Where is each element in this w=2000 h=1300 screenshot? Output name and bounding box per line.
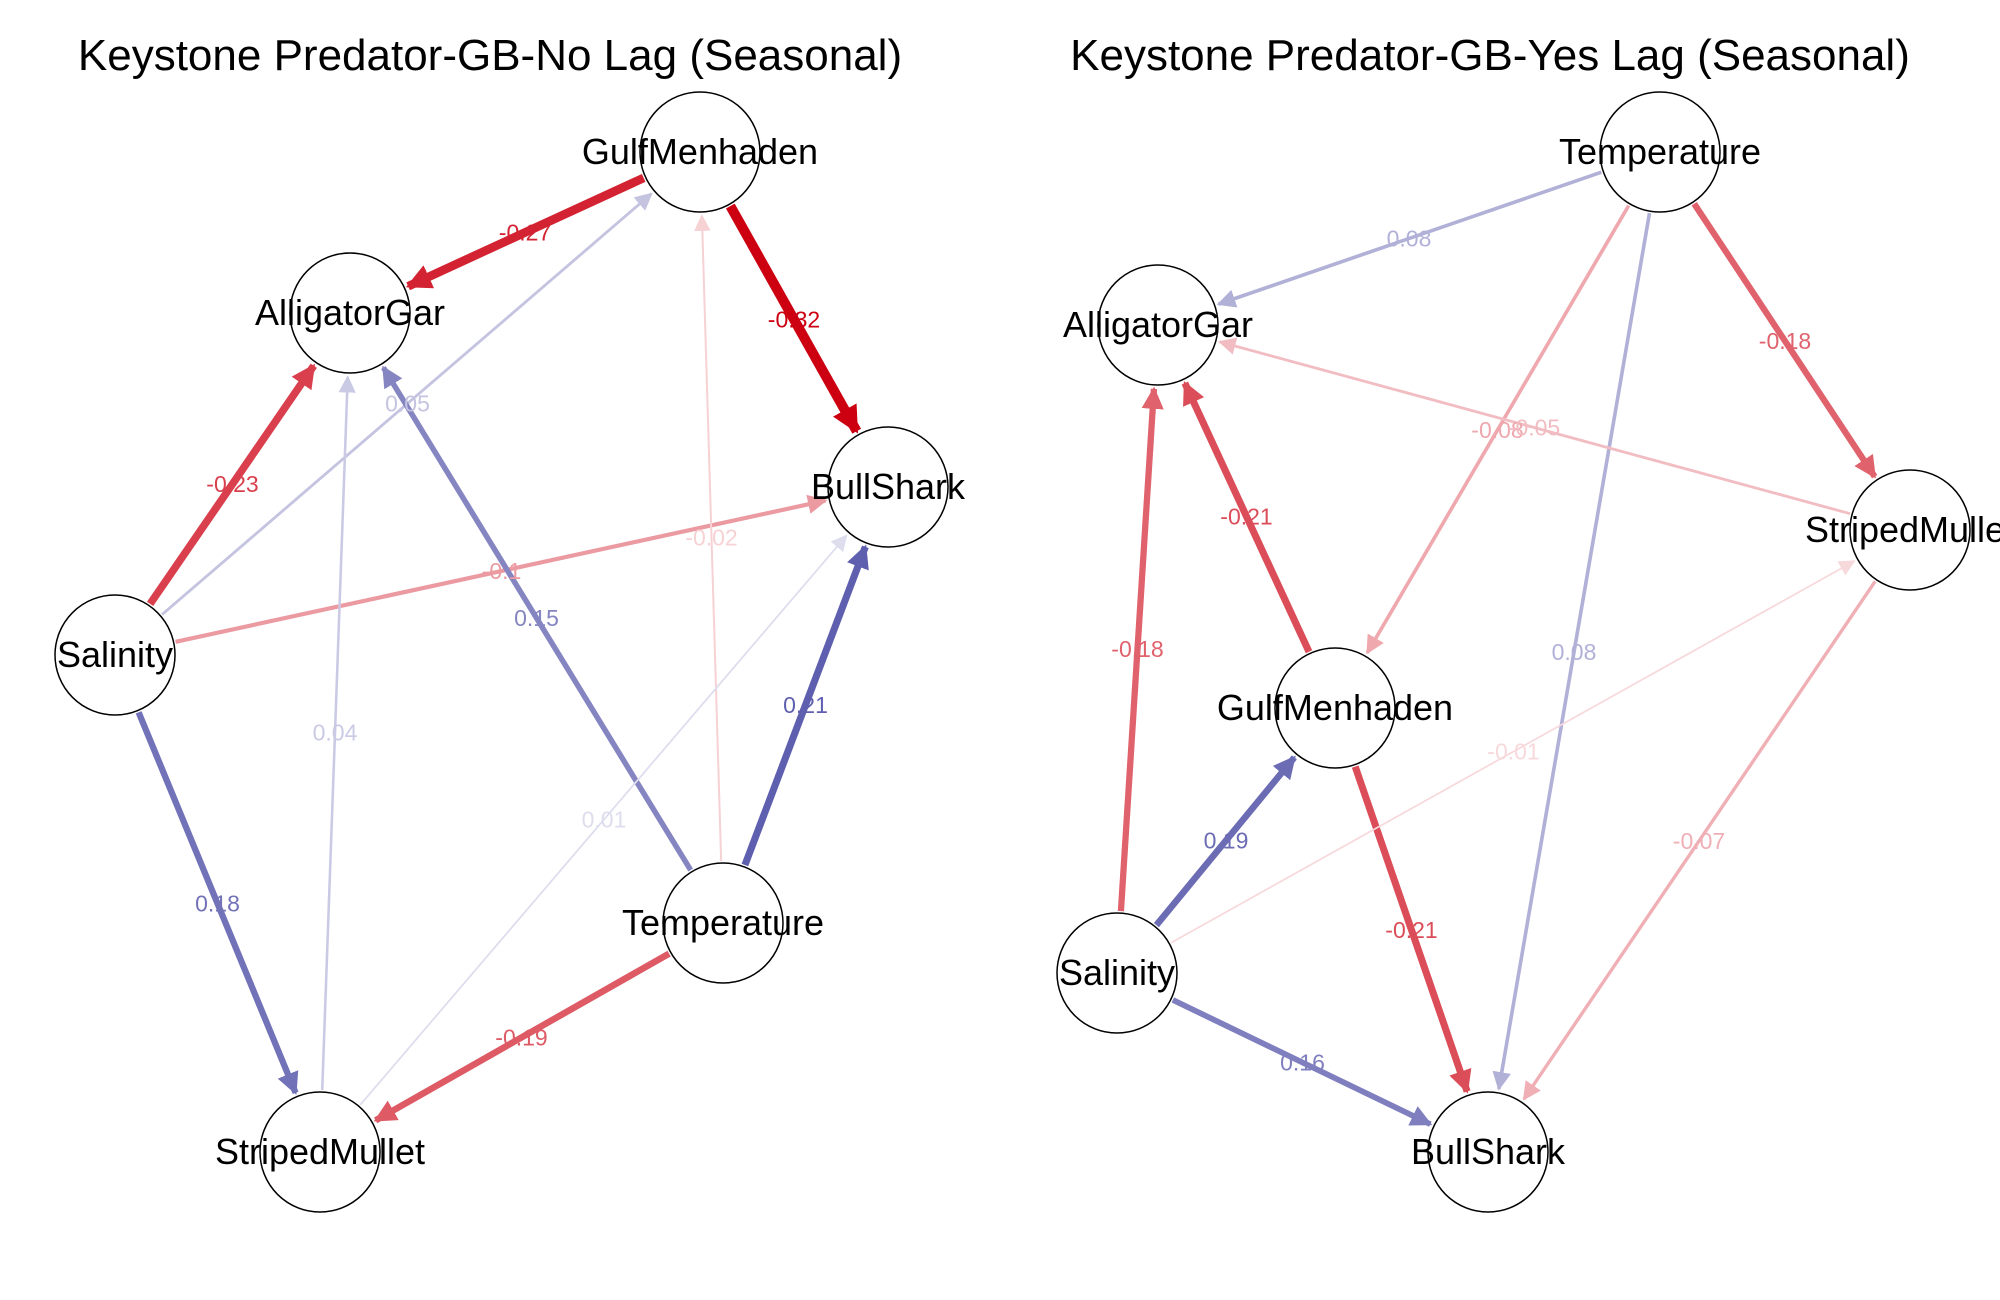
- edge-label: -0.18: [1759, 328, 1811, 354]
- edge-label: -0.02: [685, 525, 737, 551]
- edge-salinity-to-stripedmullet: [135, 711, 299, 1095]
- node-circle: [1056, 912, 1178, 1034]
- edge-label: -0.23: [206, 471, 258, 497]
- edge-label: 0.16: [1280, 1050, 1325, 1076]
- edge-stripedmullet-to-bullshark: [359, 534, 848, 1106]
- edge-temperature-to-stripedmullet: [1691, 201, 1878, 479]
- edge-temperature-to-gulfmenhaden: [694, 214, 723, 862]
- node-circle: [1097, 264, 1219, 386]
- edge-stripedmullet-to-alligatorgar: [320, 375, 356, 1091]
- node-alligatorgar: AlligatorGar: [255, 252, 445, 374]
- edge-stripedmullet-to-alligatorgar: [1218, 337, 1851, 516]
- edge-gulfmenhaden-to-alligatorgar: [1181, 380, 1313, 654]
- panel-title: Keystone Predator-GB-Yes Lag (Seasonal): [1070, 31, 1910, 80]
- node-label: Temperature: [1559, 131, 1761, 172]
- edge-salinity-to-bullshark: [175, 494, 828, 644]
- edge-label: -0.07: [1673, 828, 1725, 854]
- edge-label: 0.19: [1204, 828, 1249, 854]
- edge-gulfmenhaden-to-bullshark: [1351, 765, 1472, 1094]
- edge-label: -0.32: [768, 307, 820, 333]
- node-bullshark: BullShark: [811, 426, 966, 548]
- panel-title: Keystone Predator-GB-No Lag (Seasonal): [78, 31, 902, 80]
- node-label: Salinity: [1059, 952, 1175, 993]
- edge-temperature-to-alligatorgar: [381, 365, 693, 872]
- node-label: StripedMullet: [215, 1131, 425, 1172]
- node-label: Salinity: [57, 634, 173, 675]
- panel-yes-lag: Keystone Predator-GB-Yes Lag (Seasonal) …: [1056, 31, 2000, 1213]
- node-label: StripedMullet: [1805, 509, 2000, 550]
- node-stripedmullet: StripedMullet: [215, 1091, 425, 1213]
- node-gulfmenhaden: GulfMenhaden: [1217, 647, 1453, 769]
- node-temperature: Temperature: [1559, 91, 1761, 213]
- edge-label: -0.08: [1471, 417, 1523, 443]
- node-circle: [662, 862, 784, 984]
- node-salinity: Salinity: [54, 594, 176, 716]
- edge-temperature-to-gulfmenhaden: [1365, 204, 1631, 655]
- node-temperature: Temperature: [622, 862, 824, 984]
- edge-label: -0.05: [1508, 415, 1560, 441]
- node-stripedmullet: StripedMullet: [1805, 469, 2000, 591]
- edge-stripedmullet-to-bullshark: [1522, 580, 1877, 1101]
- edge-temperature-to-stripedmullet: [373, 950, 671, 1124]
- edge-label: 0.01: [582, 807, 627, 833]
- node-circle: [639, 91, 761, 213]
- node-label: BullShark: [811, 466, 966, 507]
- node-label: BullShark: [1411, 1131, 1566, 1172]
- edge-label: -0.21: [1220, 504, 1272, 530]
- edge-salinity-to-alligatorgar: [1117, 386, 1164, 912]
- edge-label: 0.08: [1387, 226, 1432, 252]
- edge-label: 0.18: [195, 891, 240, 917]
- edge-label: 0.05: [385, 391, 430, 417]
- panel-no-lag: Keystone Predator-GB-No Lag (Seasonal) G…: [54, 31, 966, 1213]
- node-label: GulfMenhaden: [1217, 687, 1453, 728]
- edge-label: -0.19: [495, 1025, 547, 1051]
- node-label: Temperature: [622, 902, 824, 943]
- edge-label: 0.15: [514, 605, 559, 631]
- node-circle: [289, 252, 411, 374]
- edge-gulfmenhaden-to-alligatorgar: [405, 173, 646, 291]
- edge-label: 0.21: [783, 692, 828, 718]
- node-circle: [1274, 647, 1396, 769]
- node-salinity: Salinity: [1056, 912, 1178, 1034]
- edge-label: -0.1: [482, 558, 522, 584]
- edge-label: 0.04: [313, 720, 358, 746]
- edge-label: -0.01: [1487, 739, 1539, 765]
- node-circle: [827, 426, 949, 548]
- edge-label: -0.27: [499, 220, 551, 246]
- edge-salinity-to-alligatorgar: [146, 363, 317, 607]
- edge-temperature-to-bullshark: [1492, 212, 1652, 1091]
- edge-salinity-to-bullshark: [1171, 997, 1433, 1127]
- node-label: GulfMenhaden: [582, 131, 818, 172]
- node-label: AlligatorGar: [1063, 304, 1253, 345]
- edge-temperature-to-bullshark: [741, 544, 869, 867]
- node-circle: [1427, 1091, 1549, 1213]
- edge-gulfmenhaden-to-bullshark: [725, 203, 862, 434]
- node-gulfmenhaden: GulfMenhaden: [582, 91, 818, 213]
- node-bullshark: BullShark: [1411, 1091, 1566, 1213]
- node-circle: [259, 1091, 381, 1213]
- node-label: AlligatorGar: [255, 292, 445, 333]
- edge-temperature-to-alligatorgar: [1216, 170, 1602, 308]
- edge-salinity-to-stripedmullet: [1170, 560, 1856, 944]
- edge-label: 0.08: [1552, 639, 1597, 665]
- node-circle: [1599, 91, 1721, 213]
- node-circle: [54, 594, 176, 716]
- node-circle: [1849, 469, 1971, 591]
- node-alligatorgar: AlligatorGar: [1063, 264, 1253, 386]
- edge-label: -0.18: [1111, 636, 1163, 662]
- edge-salinity-to-gulfmenhaden: [1153, 755, 1297, 928]
- edge-label: -0.21: [1385, 917, 1437, 943]
